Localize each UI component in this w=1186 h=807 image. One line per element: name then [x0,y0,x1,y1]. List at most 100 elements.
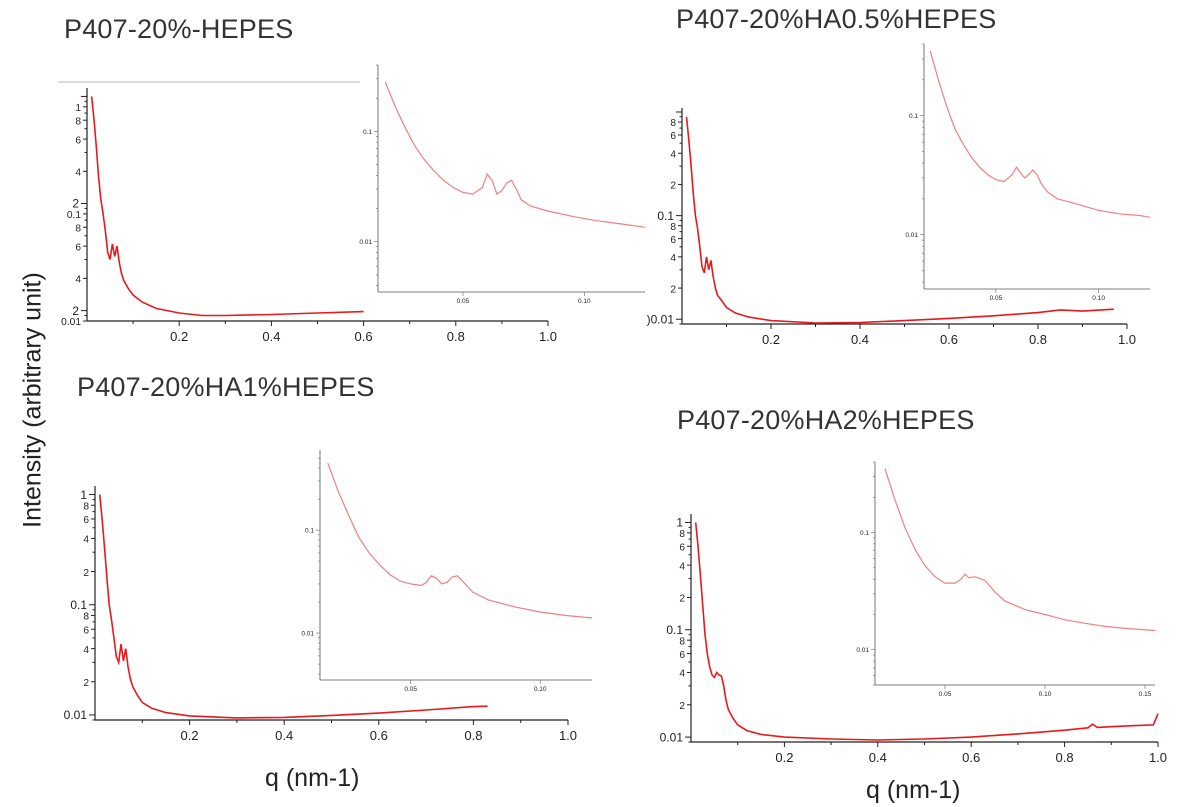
xtick-label: 1.0 [1118,332,1136,347]
main-ytick-label: 8 [670,222,676,233]
inset-ytick-label: 0.01 [301,631,314,638]
main-ytick-label: 8 [83,501,89,512]
x-axis-label-left: q (nm-1) [265,764,360,792]
main-ytick-label: 2 [72,197,79,211]
main-ytick-label: 1 [80,488,87,502]
inset-plot-1: 0.01 0.1 0.05 0.10 [359,64,646,305]
xtick-label: 1.0 [539,329,557,344]
main-ytick-label: 6 [670,131,676,142]
inset-xtick-label: 0.05 [457,298,470,305]
panel-title-4: P407-20%HA2%HEPES [677,405,975,435]
xtick-label: 0.8 [1029,332,1047,347]
main-ytick-label: 8 [83,612,89,623]
xtick-label: 0.2 [170,329,188,344]
panel-title-1: P407-20%-HEPES [64,14,294,44]
main-ytick-label: 8 [679,529,685,540]
main-ytick-label: 1 [75,103,81,114]
main-ytick-label: 4 [679,669,685,680]
main-ytick-label: 4 [75,167,81,178]
main-ytick-label: 0.1 [67,210,81,221]
main-ytick-label: 8 [75,223,81,234]
xtick-label: 0.6 [370,728,388,743]
inset-plot-4: 0.01 0.1 0.05 0.10 0.15 [856,461,1156,698]
main-ytick-label: 4 [670,253,676,264]
main-ytick-label: 0.1 [666,623,683,637]
main-series-line [98,494,488,719]
inset-xtick-label: 0.10 [1039,691,1052,698]
main-ytick-label: 6 [75,135,81,146]
main-ytick-label: 8 [75,116,81,127]
inset-series-line [327,462,593,619]
main-ytick-label: 2 [679,594,685,605]
main-ytick-label: 2 [670,284,676,295]
inset-xtick-label: 0.05 [990,295,1003,302]
panel-title-3: P407-20%HA1%HEPES [77,372,375,402]
inset-ytick-label: 0.1 [909,113,918,120]
xtick-label: 0.4 [851,332,869,347]
inset-ytick-label: 0.01 [856,647,869,654]
main-ytick-label: 4 [670,149,676,160]
inset-xtick-label: 0.05 [939,691,952,698]
main-ytick-label: 6 [679,542,685,553]
main-ytick-label: 2 [83,678,89,689]
inset-ytick-label: 0.1 [860,530,869,537]
xtick-label: 0.8 [1056,750,1074,765]
xtick-label: 0.6 [962,750,980,765]
xtick-label: 0.2 [762,332,780,347]
main-ytick-label: )0.01 [647,312,675,326]
inset-xtick-label: 0.15 [1139,691,1152,698]
main-ytick-label: 2 [679,701,685,712]
inset-xtick-label: 0.10 [578,298,591,305]
xtick-label: 1.0 [559,728,577,743]
xtick-label: 0.6 [355,329,373,344]
inset-series-line [884,468,1156,632]
xtick-label: 0.4 [262,329,280,344]
inset-ytick-label: 0.01 [359,239,372,246]
inset-xtick-label: 0.10 [1092,295,1105,302]
main-ytick-label: 8 [679,636,685,647]
main-ytick-label: 0.1 [657,209,674,223]
inset-ytick-label: 0.1 [305,528,314,535]
main-ytick-label: 4 [75,275,81,286]
xtick-label: 0.8 [464,728,482,743]
main-ytick-label: 6 [75,242,81,253]
xtick-label: 0.6 [940,332,958,347]
inset-series-line [929,50,1151,218]
inset-series-line [384,81,646,228]
main-ytick-label: 0.01 [64,708,88,722]
main-ytick-label: 0.01 [660,730,684,744]
main-ytick-label: 6 [670,235,676,246]
inset-ytick-label: 0.01 [905,232,918,239]
main-ytick-label: 4 [83,645,89,656]
main-ytick-label: 6 [83,625,89,636]
xtick-label: 0.8 [447,329,465,344]
main-ytick-label: 6 [679,650,685,661]
inset-ytick-label: 0.1 [363,129,372,136]
main-ytick-label: 2 [72,304,79,318]
main-ytick-label: 0.01 [61,317,81,328]
main-ytick-label: 8 [670,118,676,129]
xtick-label: 0.4 [275,728,293,743]
xtick-label: 0.4 [869,750,887,765]
inset-xtick-label: 0.05 [404,686,417,693]
x-axis-label-right: q (nm-1) [866,776,961,804]
main-ytick-label: 0.1 [70,598,87,612]
main-series-line [685,116,1114,324]
xtick-label: 0.2 [775,750,793,765]
main-series-line [90,96,364,317]
main-ytick-label: 4 [679,561,685,572]
main-ytick-label: 1 [676,516,683,530]
main-ytick-label: 6 [83,515,89,526]
inset-plot-3: 0.01 0.1 0.05 0.10 [301,450,593,693]
main-ytick-label: 2 [83,568,89,579]
xtick-label: 1.0 [1149,750,1167,765]
inset-plot-2: 0.01 0.1 0.05 0.10 [905,43,1151,302]
